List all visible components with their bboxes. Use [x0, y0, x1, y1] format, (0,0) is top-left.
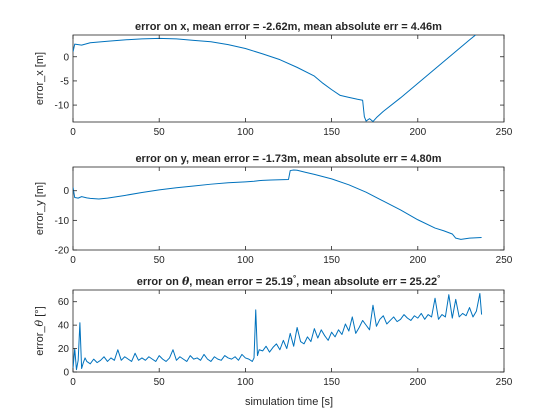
x-tick-label: 200 [409, 255, 426, 266]
x-tick-label: 100 [237, 377, 254, 388]
x-tick-label: 50 [154, 377, 166, 388]
subplot-x-error: 0 50 100 150 200 250 0 -5 -10 error on x, mean er… [34, 21, 513, 138]
series-line [73, 35, 477, 122]
x-tick-label: 0 [70, 127, 76, 138]
x-tick-label: 200 [409, 377, 426, 388]
subplot-y-error: 0 50 100 150 200 250 0 -10 -20 error on y, mean e… [34, 153, 513, 266]
x-tick-label: 0 [70, 255, 76, 266]
x-tick-label: 100 [237, 255, 254, 266]
x-tick-label: 150 [323, 127, 340, 138]
subplot-title: error on θ, mean error = 25.19°, mean ab… [137, 274, 441, 288]
title-part: ° [437, 274, 440, 283]
axes-box [72, 34, 505, 123]
y-tick-label: 40 [58, 321, 70, 332]
subplot-title: error on y, mean error = -1.73m, mean ab… [135, 153, 441, 165]
y-axis-label: error_y [m] [34, 182, 46, 235]
x-axis-label: simulation time [s] [245, 396, 333, 408]
y-axis-label: error_θ [°] [33, 306, 46, 356]
y-label-part: error_ [34, 326, 46, 356]
y-tick-label: -20 [55, 246, 70, 257]
x-tick-label: 0 [70, 377, 76, 388]
axes-box [72, 289, 505, 373]
y-tick-label: 60 [58, 297, 70, 308]
y-tick-label: -10 [55, 101, 70, 112]
title-part: error on [137, 276, 182, 288]
x-tick-label: 150 [323, 377, 340, 388]
series-line [73, 169, 482, 240]
y-tick-label: -10 [55, 216, 70, 227]
x-tick-label: 50 [154, 255, 166, 266]
y-tick-label: 0 [63, 186, 69, 197]
title-part: , mean absolute err = 25.22 [296, 276, 437, 288]
y-tick-label: 0 [63, 52, 69, 63]
y-axis-label: error_x [m] [34, 52, 46, 105]
y-tick-label: 20 [58, 344, 70, 355]
title-part: , mean error = 25.19 [189, 276, 293, 288]
x-tick-label: 250 [496, 255, 513, 266]
series-line [73, 293, 483, 371]
title-part: θ [182, 275, 190, 288]
y-label-part: θ [33, 319, 46, 326]
x-tick-label: 150 [323, 255, 340, 266]
y-label-part: [°] [34, 306, 46, 320]
title-part: ° [293, 274, 296, 283]
y-tick-label: -5 [60, 76, 69, 87]
axes-box [72, 166, 505, 251]
subplot-title: error on x, mean error = -2.62m, mean ab… [135, 21, 442, 33]
x-tick-label: 250 [496, 377, 513, 388]
x-tick-label: 200 [409, 127, 426, 138]
y-tick-label: 0 [63, 368, 69, 379]
x-tick-label: 100 [237, 127, 254, 138]
x-tick-label: 50 [154, 127, 166, 138]
x-tick-label: 250 [496, 127, 513, 138]
